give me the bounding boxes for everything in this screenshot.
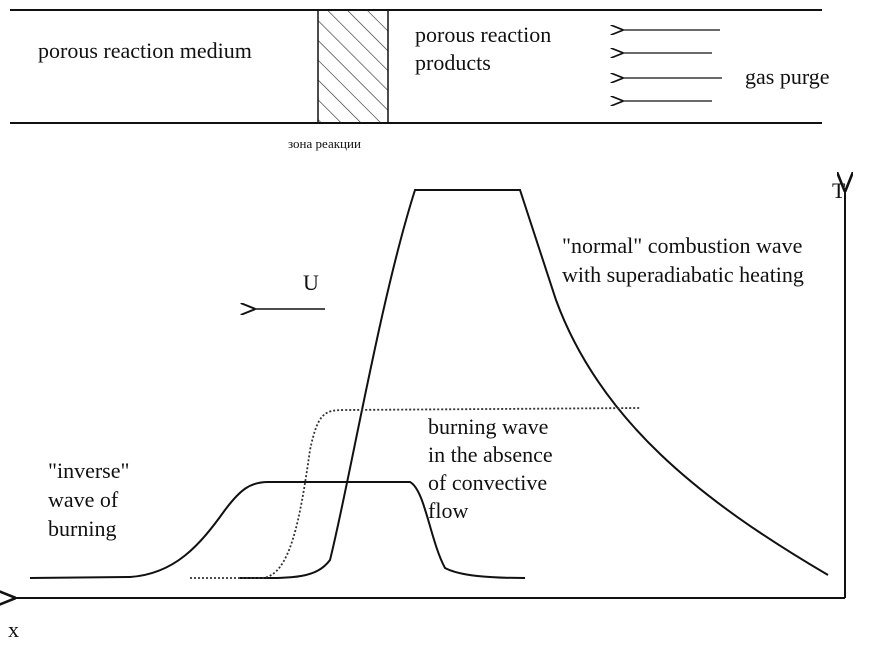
products-label: products: [415, 50, 491, 75]
normal-wave-curve: [239, 189, 829, 580]
zone-label: зона реакции: [288, 136, 361, 151]
no-flow-label: burning wave: [428, 414, 548, 439]
reaction-zone: [317, 9, 389, 124]
inverse-wave-curve: [29, 481, 526, 579]
velocity-label: U: [303, 270, 319, 295]
gas-arrows: [622, 30, 722, 101]
purge-label: gas purge: [745, 64, 830, 89]
no-flow-label: in the absence: [428, 442, 553, 467]
inverse-wave-label: "inverse": [48, 458, 130, 483]
x-axis-label: x: [8, 617, 19, 642]
medium-label: porous reaction medium: [38, 38, 252, 63]
products-label: porous reaction: [415, 22, 551, 47]
no-flow-label: flow: [428, 498, 468, 523]
normal-wave-label: "normal" combustion wave: [562, 233, 802, 258]
inverse-wave-label: burning: [48, 516, 116, 541]
no-flow-label: of convective: [428, 470, 547, 495]
reactor-tube: [10, 9, 822, 124]
normal-wave-label: with superadiabatic heating: [562, 262, 804, 287]
t-axis-label: T: [832, 178, 846, 203]
inverse-wave-label: wave of: [48, 487, 119, 512]
no-flow-curve: [190, 407, 641, 579]
